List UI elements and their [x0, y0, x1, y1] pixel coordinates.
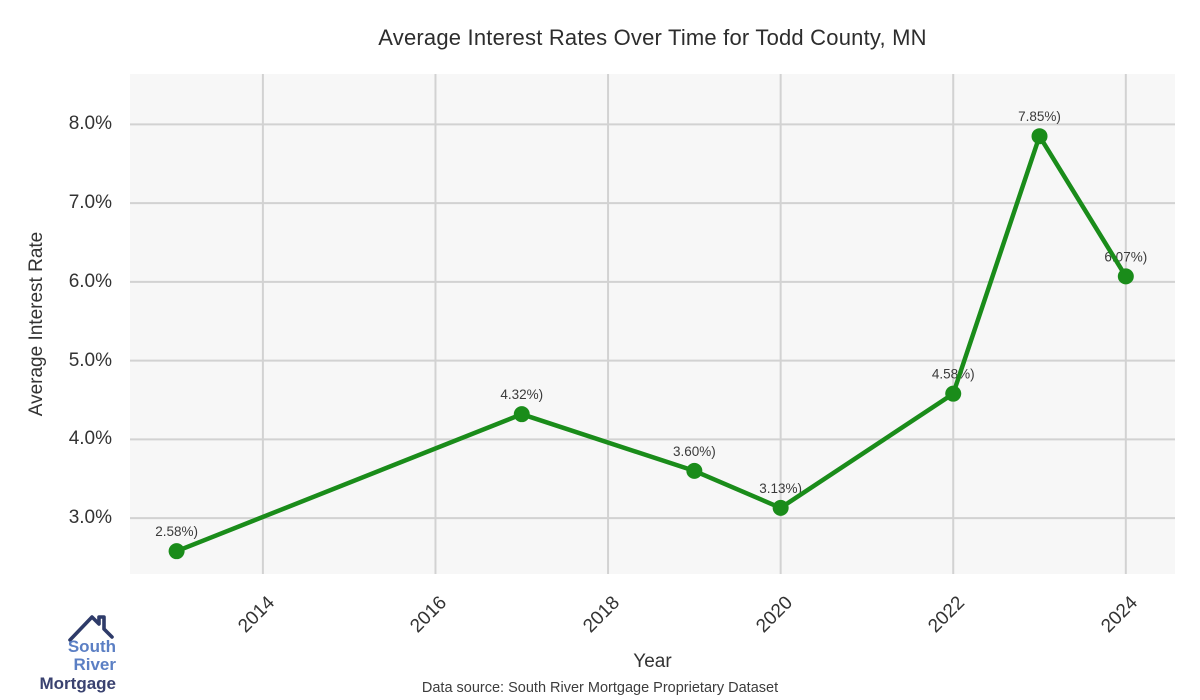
y-tick-label: 7.0%	[68, 192, 112, 214]
data-line	[174, 133, 1129, 554]
point-label: 4.32%)	[500, 387, 543, 402]
point-label: 7.85%)	[1018, 109, 1061, 124]
data-point	[168, 543, 185, 560]
data-point	[513, 406, 530, 423]
data-source-note: Data source: South River Mortgage Propri…	[421, 680, 779, 696]
plot-area: 2.58%) 4.32%) 3.60%) 3.13%) 4.58%) 7.85%) 6.07…	[130, 74, 1175, 574]
data-point	[772, 499, 789, 516]
data-point	[686, 462, 703, 479]
x-tick-label: 2020	[751, 592, 797, 638]
line-chart-canvas: 2.58%)4.32%)3.60%)3.13%)4.58%)7.85%)6.07…	[130, 74, 1175, 574]
house-roof-icon	[68, 615, 114, 642]
point-label: 3.60%)	[673, 444, 716, 459]
x-tick-label: 2022	[924, 592, 970, 638]
x-tick-label: 2016	[406, 592, 452, 638]
y-tick-label: 5.0%	[68, 349, 112, 371]
company-logo: South River Mortgage	[22, 612, 116, 693]
point-label: 3.13%)	[759, 481, 802, 496]
x-tick-label: 2014	[234, 592, 279, 638]
data-point	[945, 385, 962, 402]
x-axis-label: Year	[633, 651, 672, 672]
point-label: 4.58%)	[932, 367, 975, 382]
y-axis-label: Average Interest Rate	[26, 231, 47, 417]
y-tick-label: 6.0%	[68, 270, 112, 292]
point-label: 2.58%)	[155, 524, 198, 539]
y-tick-label: 4.0%	[68, 428, 112, 450]
y-tick-label: 3.0%	[68, 507, 112, 529]
y-tick-label: 8.0%	[68, 113, 112, 135]
x-tick-label: 2018	[579, 592, 625, 638]
chart-title: Average Interest Rates Over Time for Tod…	[378, 25, 927, 50]
logo-text-mortgage: Mortgage	[39, 674, 117, 693]
logo-text-south-river: South River	[67, 637, 116, 674]
data-point	[1031, 128, 1048, 145]
data-point	[1117, 268, 1134, 285]
x-tick-label: 2024	[1097, 592, 1142, 638]
